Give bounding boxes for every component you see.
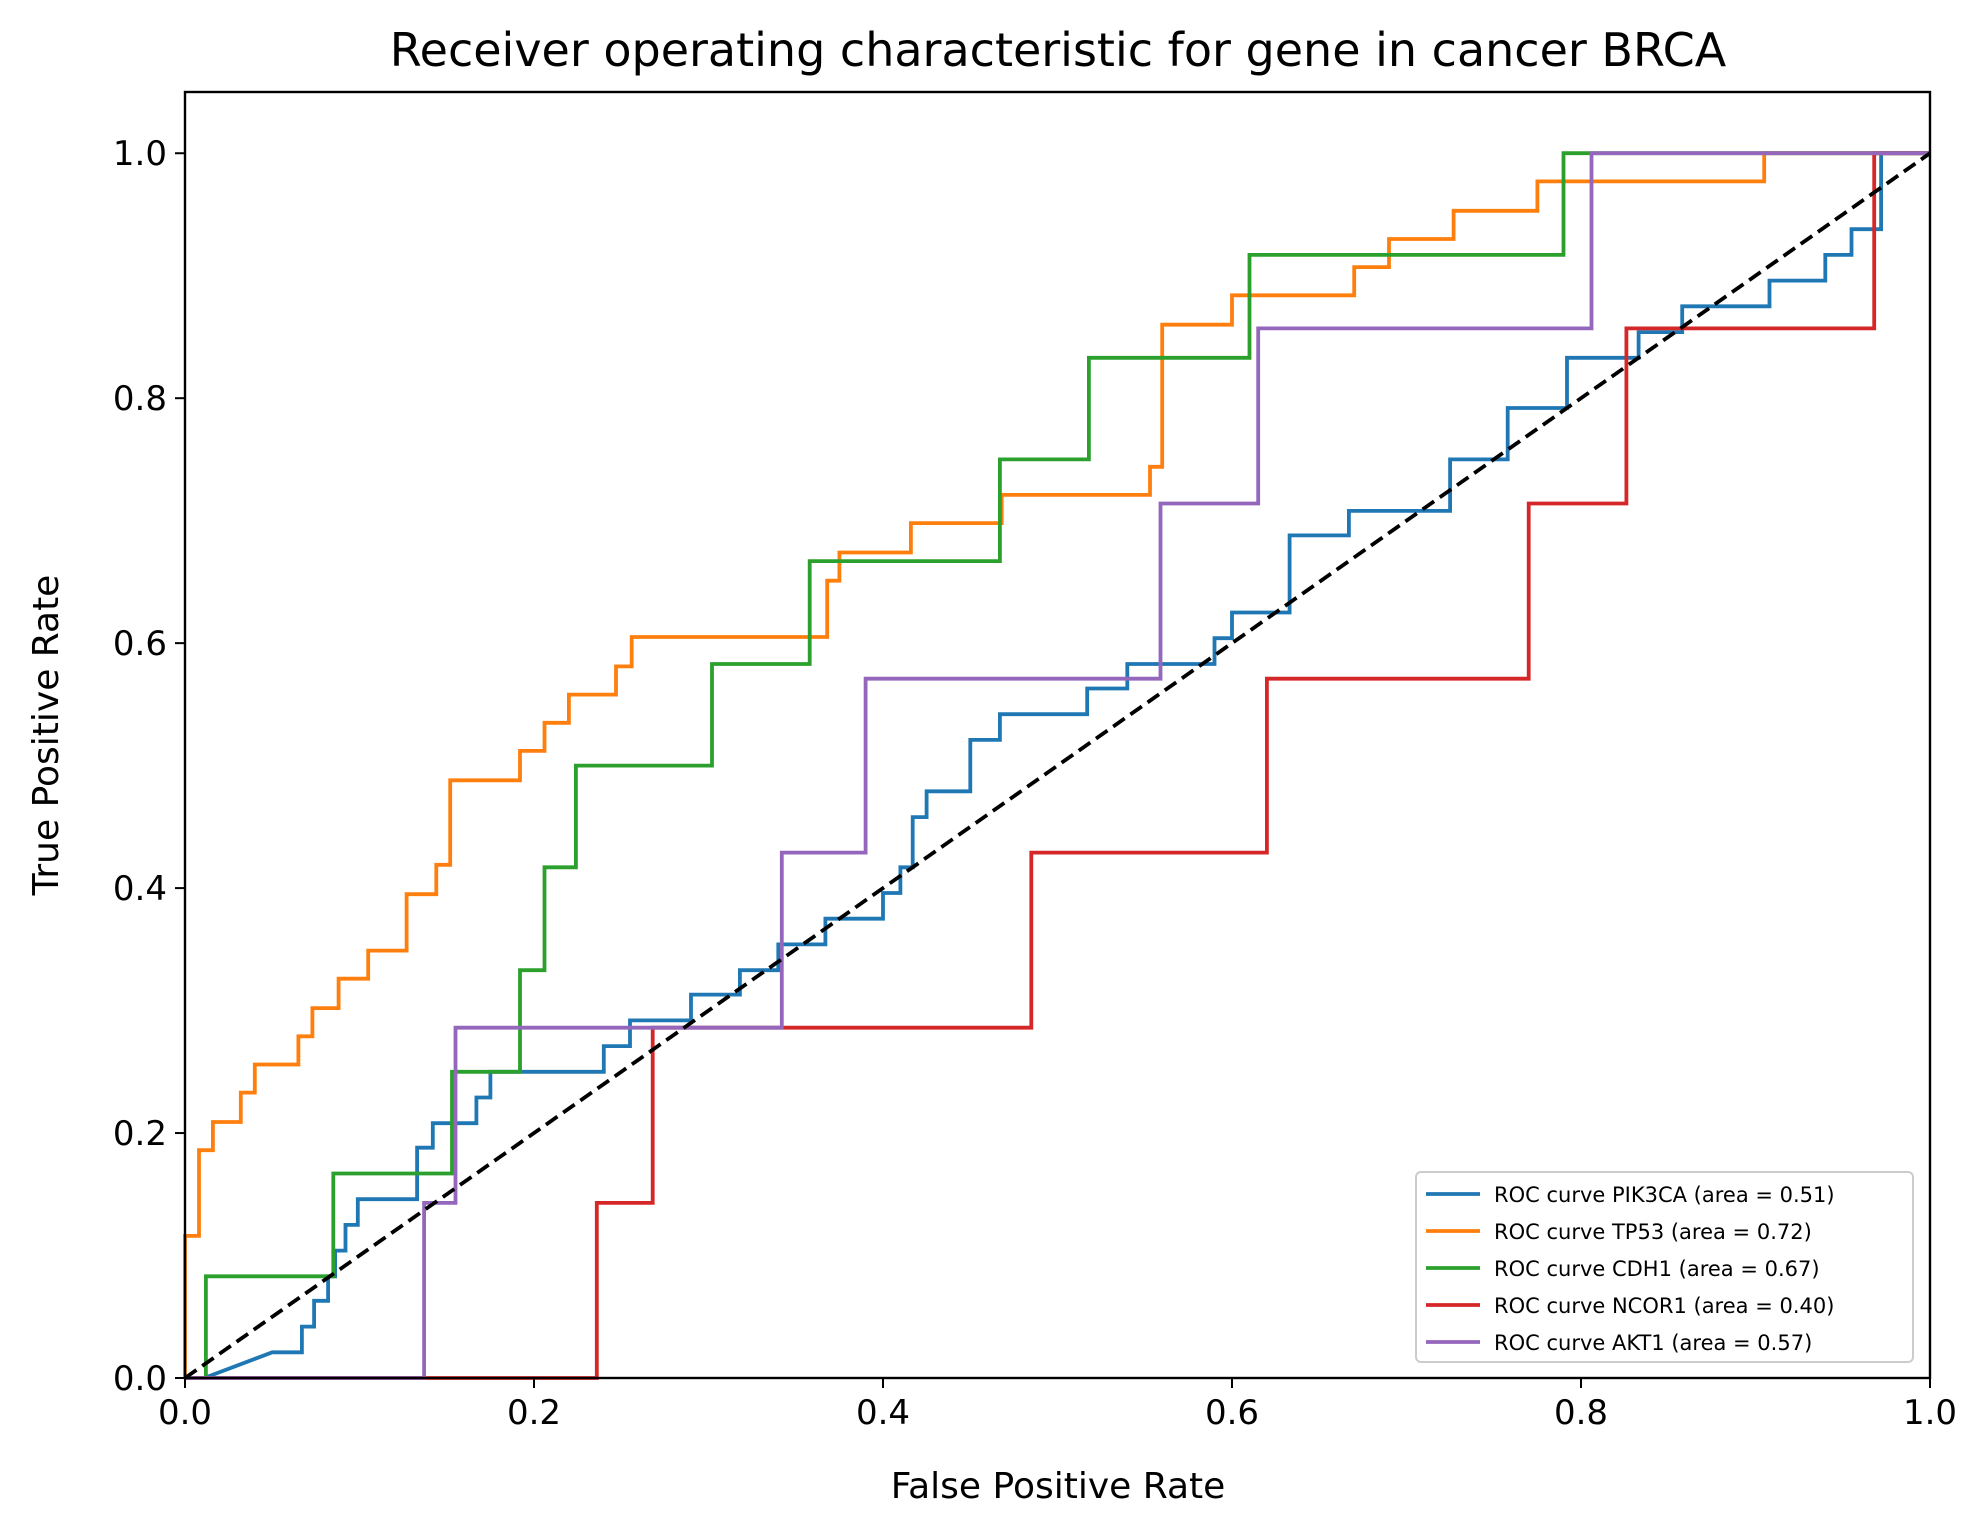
- legend: ROC curve PIK3CA (area = 0.51) ROC curve …: [1415, 1171, 1914, 1363]
- legend-label-2: ROC curve TP53 (area = 0.72): [1494, 1220, 1812, 1244]
- x-tick-label: 0.6: [1205, 1393, 1259, 1433]
- y-axis-ticks: 0.0 0.2 0.4 0.6 0.8 1.0: [113, 134, 185, 1399]
- legend-label-4: ROC curve NCOR1 (area = 0.40): [1494, 1294, 1834, 1318]
- axes-frame: [183, 90, 1932, 1380]
- chart-title: Receiver operating characteristic for ge…: [390, 23, 1727, 77]
- y-tick-label: 0.6: [113, 624, 167, 664]
- roc-series-line-3: [185, 151, 1930, 1380]
- y-tick-label: 0.0: [113, 1359, 167, 1399]
- x-tick-label: 1.0: [1903, 1393, 1957, 1433]
- roc-series-line-1: [185, 151, 1930, 1380]
- reference-layer: [183, 151, 1932, 1380]
- chance-reference-line: [183, 151, 1932, 1380]
- legend-label-3: ROC curve CDH1 (area = 0.67): [1494, 1257, 1820, 1281]
- y-tick-label: 0.2: [113, 1114, 167, 1154]
- legend-label-1: ROC curve PIK3CA (area = 0.51): [1494, 1183, 1835, 1207]
- roc-series-line-5: [185, 151, 1930, 1380]
- x-tick-label: 0.2: [507, 1393, 561, 1433]
- legend-items: ROC curve PIK3CA (area = 0.51) ROC curve …: [1426, 1183, 1835, 1355]
- legend-label-5: ROC curve AKT1 (area = 0.57): [1494, 1331, 1812, 1355]
- x-tick-label: 0.0: [158, 1393, 212, 1433]
- plot-area: [183, 90, 1932, 1380]
- y-tick-label: 0.4: [113, 869, 167, 909]
- roc-series-line-2: [183, 151, 1930, 1378]
- series-layer: [183, 151, 1930, 1380]
- x-axis-label: False Positive Rate: [891, 1466, 1226, 1507]
- y-tick-label: 1.0: [113, 134, 167, 174]
- x-tick-label: 0.4: [856, 1393, 910, 1433]
- x-tick-label: 0.8: [1554, 1393, 1608, 1433]
- legend-box: [1415, 1171, 1914, 1363]
- y-axis-label: True Positive Rate: [26, 575, 67, 897]
- x-axis-ticks: 0.0 0.2 0.4 0.6 0.8 1.0: [158, 1378, 1957, 1433]
- roc-series-line-4: [185, 151, 1930, 1380]
- y-tick-label: 0.8: [113, 379, 167, 419]
